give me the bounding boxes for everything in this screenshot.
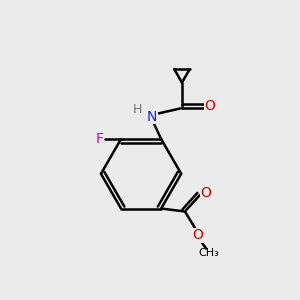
Text: H: H (133, 103, 142, 116)
Text: O: O (200, 186, 211, 200)
Text: CH₃: CH₃ (199, 248, 219, 258)
Text: O: O (205, 99, 215, 113)
Text: F: F (96, 132, 104, 146)
Text: N: N (147, 110, 158, 124)
Text: O: O (193, 228, 203, 242)
